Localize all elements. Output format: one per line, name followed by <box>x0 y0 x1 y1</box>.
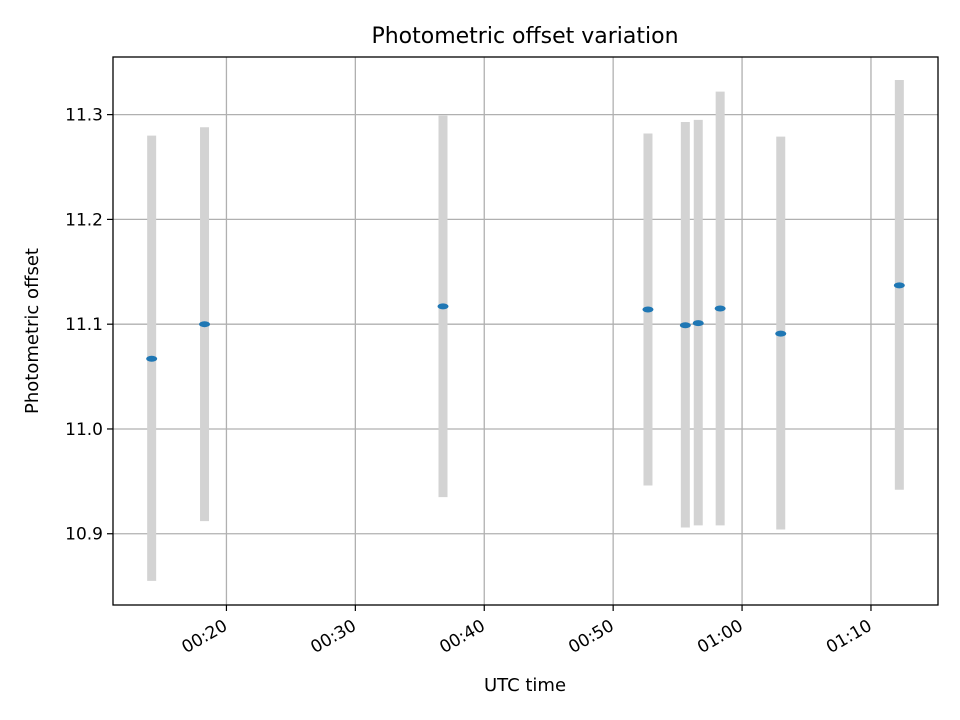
data-point <box>893 282 905 289</box>
data-point <box>642 306 654 313</box>
data-point <box>146 355 158 362</box>
chart-title: Photometric offset variation <box>371 24 678 49</box>
x-axis-label: UTC time <box>484 675 566 696</box>
plot-frame <box>112 56 939 606</box>
y-tick-label: 11.0 <box>65 420 103 440</box>
y-tick-label: 11.3 <box>65 106 103 126</box>
grid <box>113 57 938 605</box>
data-point <box>714 305 726 312</box>
y-axis-label: Photometric offset <box>22 248 43 414</box>
data-points <box>146 282 905 362</box>
y-tick-label: 11.1 <box>65 315 103 335</box>
y-axis-ticks: 10.9 11.0 11.1 11.2 11.3 <box>65 106 113 545</box>
data-point <box>199 321 211 328</box>
data-point <box>679 322 691 329</box>
data-point <box>437 303 449 310</box>
data-point <box>775 330 787 337</box>
data-point <box>692 320 704 327</box>
y-tick-label: 11.2 <box>65 210 103 230</box>
y-tick-label: 10.9 <box>65 525 103 545</box>
